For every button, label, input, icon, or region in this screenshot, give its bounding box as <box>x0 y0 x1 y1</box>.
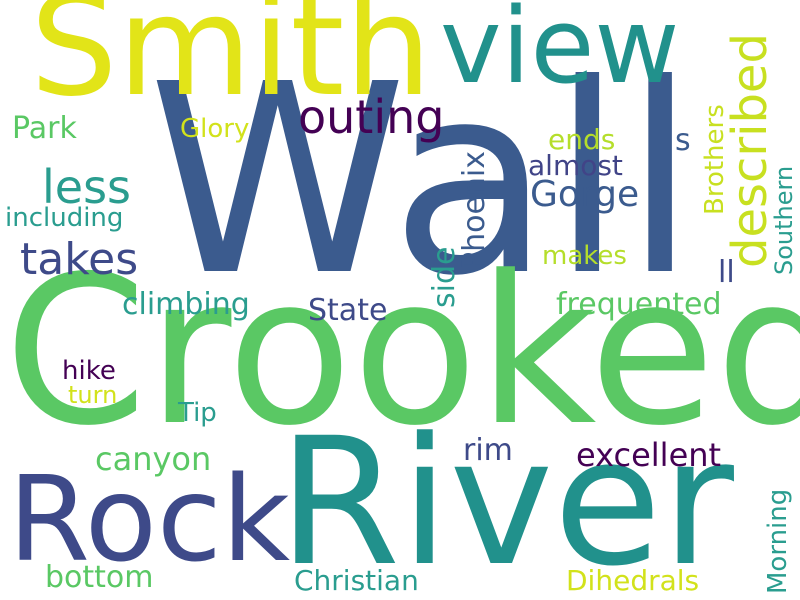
word-described: described <box>722 33 778 268</box>
word-climbing: climbing <box>122 287 250 322</box>
word-canyon: canyon <box>95 440 212 478</box>
word-park: Park <box>12 111 77 146</box>
word-bottom: bottom <box>45 560 154 595</box>
word-ends: ends <box>548 123 616 156</box>
word-crooked: Crooked <box>4 233 800 471</box>
word-morning: Morning <box>763 488 793 594</box>
word-rock: Rock <box>8 450 291 588</box>
word-frequented: frequented <box>556 287 722 322</box>
word-brothers: Brothers <box>700 104 730 215</box>
word-tip: Tip <box>178 398 217 428</box>
word-less: less <box>42 160 132 214</box>
word-southern: Southern <box>770 165 798 275</box>
word-glory: Glory <box>180 114 250 144</box>
word-including: including <box>5 203 124 233</box>
word-makes: makes <box>542 241 627 271</box>
word-rim: rim <box>463 433 513 468</box>
word-smith: Smith <box>30 0 432 127</box>
word-side: side <box>427 246 462 308</box>
word-state: State <box>308 293 388 328</box>
word-excellent: excellent <box>576 436 722 474</box>
word-takes: takes <box>20 234 139 285</box>
word-phoenix: Phoenix <box>457 150 492 270</box>
word-christian: Christian <box>294 564 419 597</box>
word-outing: outing <box>298 90 445 144</box>
word-river: River <box>278 400 734 600</box>
word-turn: turn <box>68 381 118 409</box>
word-dihedrals: Dihedrals <box>566 564 700 597</box>
word-s: s <box>675 123 691 158</box>
word-view: view <box>440 0 680 107</box>
word-gorge: Gorge <box>530 174 640 215</box>
word-hike: hike <box>62 356 116 386</box>
word-ll: ll <box>718 255 735 290</box>
word-almost: almost <box>528 149 623 182</box>
word-wall: Wall <box>148 28 697 333</box>
